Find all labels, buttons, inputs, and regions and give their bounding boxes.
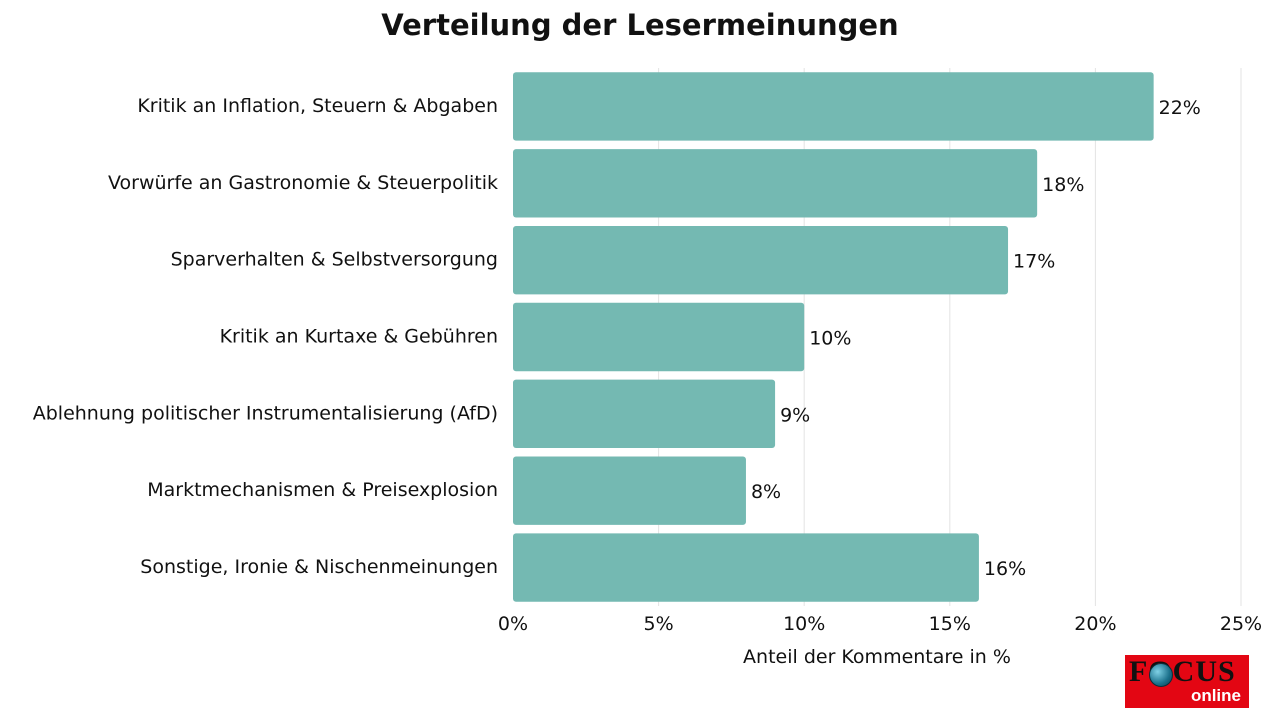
category-label: Sonstige, Ironie & Nischenmeinungen — [140, 556, 498, 578]
bar — [513, 379, 776, 449]
chart-title: Verteilung der Lesermeinungen — [381, 8, 899, 42]
value-label: 10% — [809, 328, 851, 350]
x-axis-title: Anteil der Kommentare in % — [743, 646, 1011, 668]
x-tick-label: 20% — [1074, 613, 1116, 635]
value-label: 17% — [1013, 251, 1055, 273]
labels: 0% 5% 10% 15% 20% 25% Kritik an Inflation, Ste… — [33, 95, 1262, 635]
focus-online-logo: FOCUS online — [1125, 655, 1249, 708]
category-label: Kritik an Inflation, Steuern & Abgaben — [137, 95, 498, 117]
value-label: 18% — [1042, 174, 1084, 196]
category-label: Kritik an Kurtaxe & Gebühren — [220, 326, 498, 348]
logo-wordmark: FOCUS — [1129, 655, 1236, 688]
logo-subtitle: online — [1190, 686, 1241, 705]
x-tick-label: 5% — [644, 613, 674, 635]
bar — [513, 456, 746, 525]
value-label: 16% — [984, 558, 1026, 580]
bar — [513, 533, 979, 602]
bar — [513, 225, 1009, 295]
category-label: Ablehnung politischer Instrumentalisieru… — [33, 402, 498, 424]
x-tick-label: 25% — [1220, 613, 1262, 635]
x-tick-label: 10% — [783, 613, 825, 635]
bars — [513, 72, 1154, 602]
value-label: 22% — [1159, 97, 1201, 119]
bar — [513, 72, 1154, 141]
category-label: Vorwürfe an Gastronomie & Steuerpolitik — [108, 172, 498, 194]
x-tick-label: 15% — [929, 613, 971, 635]
value-label: 9% — [780, 404, 810, 426]
bar — [513, 302, 805, 372]
value-label: 8% — [751, 481, 781, 503]
globe-icon — [1149, 663, 1173, 687]
bar — [513, 149, 1038, 218]
x-tick-label: 0% — [498, 613, 528, 635]
category-label: Marktmechanismen & Preisexplosion — [147, 479, 498, 501]
category-label: Sparverhalten & Selbstversorgung — [171, 249, 498, 271]
